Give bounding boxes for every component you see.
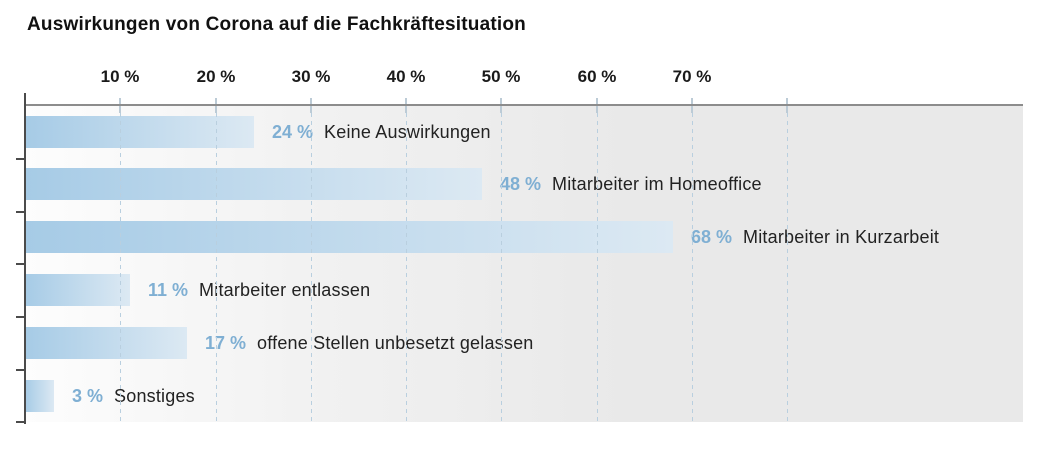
bar-value-label: 68 %: [691, 227, 733, 247]
y-axis-tick-4: [16, 316, 25, 318]
bar-category-label: Keine Auswirkungen: [324, 122, 491, 142]
bar-category-label: offene Stellen unbesetzt gelassen: [257, 333, 534, 353]
bar-row-2: 68 % Mitarbeiter in Kurzarbeit: [25, 221, 1023, 253]
bar-3: [25, 274, 130, 306]
bar-category-label: Mitarbeiter im Homeoffice: [552, 174, 762, 194]
x-tick-label-50: 50 %: [481, 67, 521, 86]
bar-value-label: 3 %: [72, 386, 104, 406]
gridline-80: [787, 105, 788, 424]
bar-value-label: 24 %: [272, 122, 314, 142]
bar-row-1: 48 % Mitarbeiter im Homeoffice: [25, 168, 1023, 200]
y-axis-tick-3: [16, 263, 25, 265]
x-tick-label-20: 20 %: [196, 67, 236, 86]
x-tick-label-40: 40 %: [386, 67, 426, 86]
x-tick-label-30: 30 %: [291, 67, 331, 86]
bar-category-label: Mitarbeiter in Kurzarbeit: [743, 227, 940, 247]
bar-label-3: 11 % Mitarbeiter entlassen: [148, 274, 370, 306]
chart-title: Auswirkungen von Corona auf die Fachkräf…: [27, 14, 526, 35]
gridline-10: [120, 105, 121, 424]
y-axis-line: [24, 93, 26, 424]
y-axis-tick-5: [16, 369, 25, 371]
bar-category-label: Mitarbeiter entlassen: [199, 280, 371, 300]
gridline-50: [501, 105, 502, 424]
gridline-60: [597, 105, 598, 424]
gridline-70: [692, 105, 693, 424]
bar-label-1: 48 % Mitarbeiter im Homeoffice: [500, 168, 762, 200]
plot-area: 24 % Keine Auswirkungen 48 % Mitarbeiter im…: [16, 67, 1023, 424]
bar-row-4: 17 % offene Stellen unbesetzt gelassen: [25, 327, 1023, 359]
bar-label-0: 24 % Keine Auswirkungen: [272, 116, 491, 148]
bar-value-label: 11 %: [148, 280, 189, 300]
bar-1: [25, 168, 482, 200]
bar-label-5: 3 % Sonstiges: [72, 380, 195, 412]
bar-row-5: 3 % Sonstiges: [25, 380, 1023, 412]
gridline-30: [311, 105, 312, 424]
bar-value-label: 17 %: [205, 333, 247, 353]
gridline-40: [406, 105, 407, 424]
x-axis-line: [25, 104, 1023, 106]
bar-category-label: Sonstiges: [114, 386, 195, 406]
bar-label-2: 68 % Mitarbeiter in Kurzarbeit: [691, 221, 939, 253]
x-tick-label-10: 10 %: [100, 67, 140, 86]
bar-0: [25, 116, 254, 148]
y-axis-tick-1: [16, 158, 25, 160]
bar-row-3: 11 % Mitarbeiter entlassen: [25, 274, 1023, 306]
x-tick-label-70: 70 %: [672, 67, 712, 86]
y-axis-tick-2: [16, 211, 25, 213]
bar-label-4: 17 % offene Stellen unbesetzt gelassen: [205, 327, 534, 359]
x-tick-label-60: 60 %: [577, 67, 617, 86]
y-axis-tick-6: [16, 421, 25, 423]
bar-4: [25, 327, 187, 359]
gridline-20: [216, 105, 217, 424]
bar-2: [25, 221, 673, 253]
bar-5: [25, 380, 54, 412]
bar-row-0: 24 % Keine Auswirkungen: [25, 116, 1023, 148]
bar-value-label: 48 %: [500, 174, 542, 194]
